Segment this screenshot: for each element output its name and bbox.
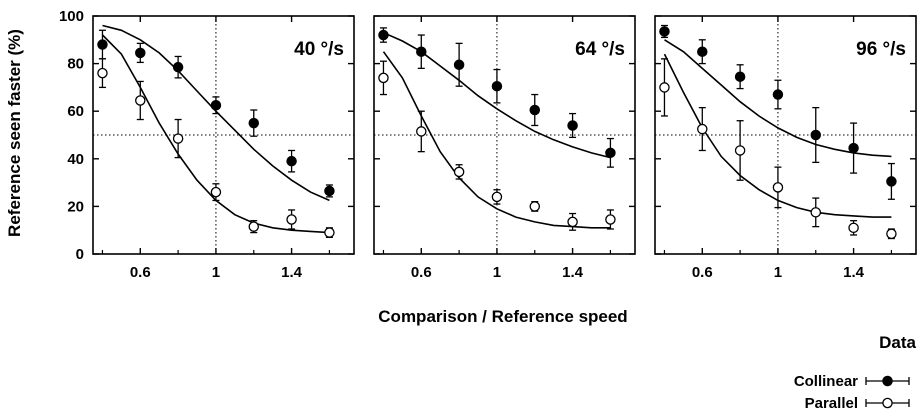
data-point (248, 117, 260, 129)
data-point (772, 89, 784, 100)
y-axis-label: Reference seen faster (%) (5, 29, 24, 237)
series-collinear (97, 24, 335, 202)
data-point (567, 120, 578, 131)
data-point (605, 147, 616, 159)
y-tick-label: 0 (76, 246, 84, 263)
data-point (97, 39, 108, 50)
legend-marker (882, 397, 893, 409)
data-point (324, 185, 335, 197)
y-tick-label: 100 (59, 8, 84, 25)
data-point (416, 46, 427, 57)
data-point (210, 186, 222, 198)
data-point (734, 71, 746, 82)
x-tick-label: 1.4 (281, 264, 303, 281)
data-point (659, 26, 670, 37)
data-point (286, 214, 297, 225)
data-point (135, 47, 146, 59)
panel-speed-label: 40 °/s (294, 39, 344, 60)
x-tick-label: 1 (774, 264, 782, 281)
legend-title: Data (879, 333, 916, 352)
x-tick-label: 1.4 (562, 264, 584, 281)
data-point (567, 216, 578, 228)
data-point (810, 129, 822, 141)
x-tick-label: 0.6 (692, 264, 713, 281)
data-point (491, 191, 503, 203)
panel-3: 0.6 1 1.4 96 °/s (654, 15, 917, 281)
x-tick-label: 1.4 (843, 264, 865, 281)
data-point (886, 176, 897, 187)
series-parallel (378, 51, 616, 231)
data-point (529, 104, 541, 116)
data-point (734, 145, 746, 156)
data-point (172, 61, 184, 73)
legend: Data Collinear Parallel (794, 333, 917, 412)
data-point (848, 142, 859, 154)
series-parallel (659, 53, 897, 240)
y-tick-label: 60 (67, 103, 84, 120)
data-point (697, 46, 708, 57)
y-tick-label: 80 (67, 56, 84, 73)
data-point (529, 201, 541, 212)
data-point (378, 72, 389, 84)
x-tick-label: 0.6 (130, 264, 151, 281)
data-point (659, 82, 670, 93)
x-axis-label: Comparison / Reference speed (378, 307, 627, 326)
panel-speed-label: 64 °/s (575, 39, 625, 60)
panel-1: 0.6 1 1.4 0 20 40 60 80 100 40 °/s (59, 8, 355, 281)
data-point (286, 155, 297, 167)
data-point (248, 221, 260, 232)
data-point (886, 228, 897, 240)
panel-2: 0.6 1 1.4 64 °/s (373, 15, 636, 281)
data-point (210, 100, 222, 111)
data-point (97, 67, 108, 79)
data-point (605, 214, 616, 225)
legend-label-parallel: Parallel (805, 395, 858, 412)
data-point (172, 133, 184, 144)
x-tick-label: 1 (493, 264, 501, 281)
data-point (810, 207, 822, 218)
legend-label-collinear: Collinear (794, 373, 858, 390)
x-tick-label: 1 (212, 264, 220, 281)
series-collinear (659, 24, 897, 200)
x-tick-label: 0.6 (411, 264, 432, 281)
legend-marker (882, 375, 893, 387)
data-point (324, 227, 335, 238)
data-point (772, 182, 784, 193)
series-parallel (97, 34, 335, 238)
series-collinear (378, 27, 616, 168)
y-tick-label: 20 (67, 198, 84, 215)
data-point (848, 222, 859, 234)
data-point (453, 59, 465, 71)
data-point (378, 29, 389, 41)
panel-speed-label: 96 °/s (856, 39, 906, 60)
data-point (416, 126, 427, 137)
data-point (453, 166, 465, 178)
y-tick-label: 40 (67, 151, 84, 168)
data-point (135, 95, 146, 106)
data-point (697, 123, 708, 135)
data-point (491, 80, 503, 92)
